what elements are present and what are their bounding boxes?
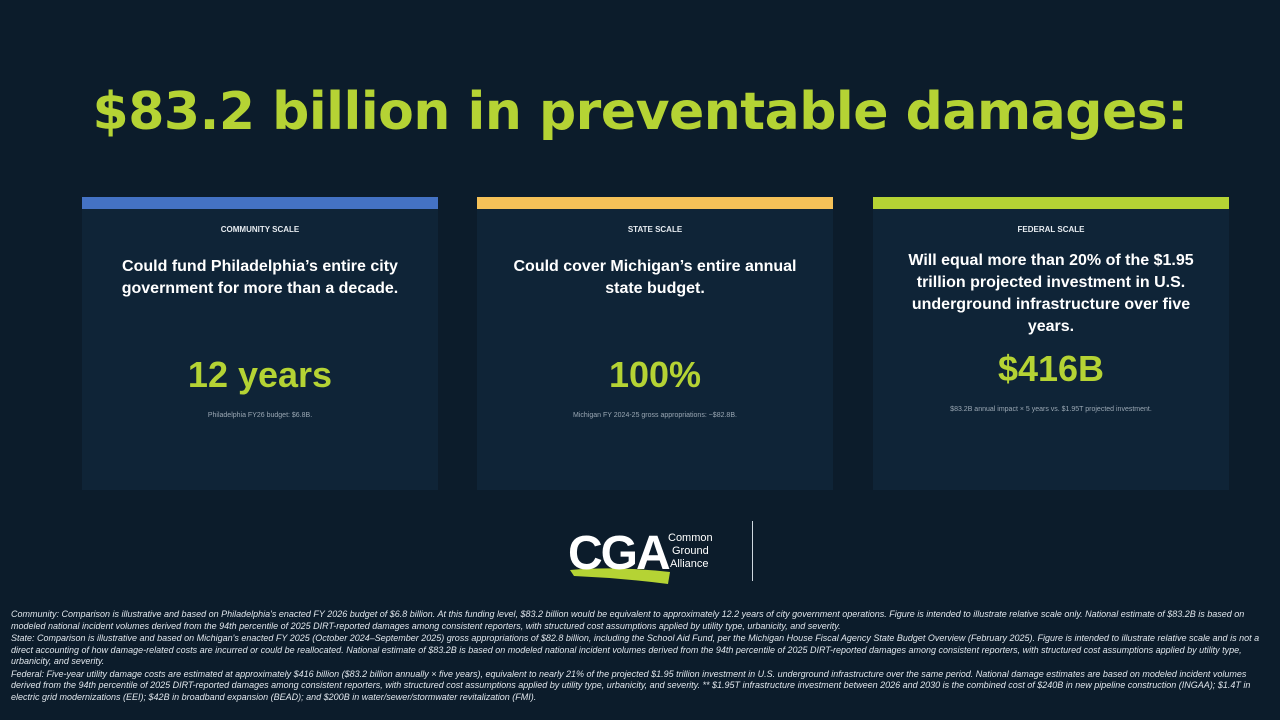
card-stat: $416B [997, 348, 1105, 389]
logo-mark: CGA [568, 527, 671, 580]
logo-line: Alliance [670, 558, 709, 570]
logo: CGA Common Ground Alliance [566, 526, 766, 592]
logo-line: Common [668, 532, 713, 544]
footnote: State: Comparison is illustrative and ba… [11, 633, 1260, 666]
card-note: Philadelphia FY26 budget: $6.8B. [207, 412, 313, 419]
divider [752, 521, 753, 581]
card: FEDERAL SCALE Will equal more than 20% o… [873, 197, 1229, 490]
card-stat: 12 years [187, 354, 333, 395]
card-accent [477, 197, 833, 209]
card-accent [82, 197, 438, 209]
logo-words: Common Ground Alliance [668, 532, 713, 571]
card: STATE SCALE Could cover Michigan’s entir… [477, 197, 833, 490]
card-accent [873, 197, 1229, 209]
footnotes: Community: Comparison is illustrative an… [11, 609, 1261, 704]
card-label: COMMUNITY SCALE [220, 225, 300, 234]
card: COMMUNITY SCALE Could fund Philadelphia’… [82, 197, 438, 490]
logo-line: Ground [672, 545, 709, 557]
title: $83.2 billion in preventable damages: [92, 82, 1188, 142]
card-text: Will equal more than 20% of the $1.95 tr… [908, 252, 1194, 335]
footnote: Federal: Five-year utility damage costs … [11, 668, 1251, 702]
logo-swoosh [570, 568, 670, 584]
card-text: Could fund Philadelphia’s entire city go… [121, 258, 399, 297]
card-stat: 100% [608, 354, 702, 395]
card-label: FEDERAL SCALE [1017, 225, 1085, 234]
card-note: $83.2B annual impact × 5 years vs. $1.95… [950, 406, 1152, 413]
card-note: Michigan FY 2024-25 gross appropriations… [573, 412, 737, 419]
card-label: STATE SCALE [627, 225, 683, 234]
card-text: Could cover Michigan’s entire annual sta… [513, 258, 797, 297]
footnote: Community: Comparison is illustrative an… [11, 609, 1245, 631]
